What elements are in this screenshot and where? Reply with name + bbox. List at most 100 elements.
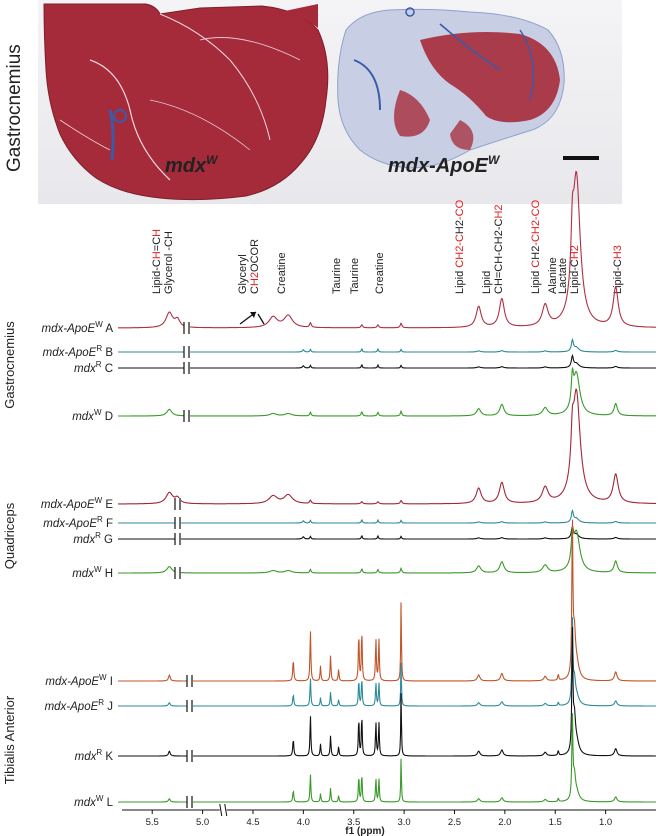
axis-break-gap [187,700,193,712]
spectrum-label: mdxW D [72,408,113,423]
spectrum-line [118,524,656,540]
scale-bar [563,156,599,160]
peak-label: Lipid CH=CH-CH2-CH2 [481,204,505,294]
peak-label-text: Taurine [331,258,343,294]
x-axis: 5.5 5.0 4.5 4.0 3.5 3.0 2.5 2.0 1.5 1.0 f1 (ppm) [122,803,656,836]
spectrum-line [118,367,656,417]
axis-break-gap [187,750,193,762]
peak-label: Lipid-CH3 [612,245,624,294]
spectrum-label: mdxR G [73,531,113,546]
x-tick-label: 3.5 [347,817,360,828]
spectrum-label: mdx-ApoEW E [41,496,113,511]
x-tick-label: 3.0 [398,817,411,828]
spectrum-c: mdxR C [74,353,656,375]
peak-label: Creatine [276,252,288,294]
peak-label-text: Lipid-CH2 [569,245,581,294]
axis-break-gap [187,796,193,808]
x-axis-label: f1 (ppm) [345,826,384,836]
peak-label-text: Alanine [547,257,559,294]
peak-label: Lipid CH2-CH2-CO [530,199,542,294]
peak-label-text: Taurine [349,258,361,294]
glyceryl-arrow [257,313,265,325]
x-axis-break-mark [224,803,228,817]
spectrum-label: mdx-ApoEW A [42,320,114,335]
axis-break-gap [175,498,181,510]
peak-labels: Lipid-CH=CH Glycerol -CH Glyceryl CH2OCOR Cr… [151,199,624,325]
histology-image-mdx [43,3,329,201]
x-tick-label: 4.5 [246,817,259,828]
spectrum-label: mdxR C [74,360,113,375]
spectrum-label: mdx-ApoER J [45,698,113,713]
spectrum-l: mdxW L [74,713,656,809]
spectrum-i: mdx-ApoEW I [45,519,656,688]
spectrum-line [118,519,656,682]
spectrum-h: mdxW H [72,525,657,580]
x-tick-label: 2.0 [498,817,511,828]
muscle-group: Tibialis Anterior mdx-ApoEW I mdx-ApoER J m… [2,519,656,809]
x-tick-label: 4.0 [297,817,310,828]
spectrum-j: mdx-ApoER J [45,617,656,713]
peak-label: Creatine [374,252,386,294]
spectrum-line [118,388,656,505]
spectrum-a: mdx-ApoEW A [42,170,656,335]
muscle-group-label: Gastrocnemius [2,321,17,409]
peak-label: Taurine [349,258,361,294]
spectrum-e: mdx-ApoEW E [41,388,656,511]
peak-label-text: Glyceryl [237,254,249,294]
spectrum-f: mdx-ApoER F [43,508,656,530]
axis-break-gap [184,346,190,358]
muscle-group-label: Tibialis Anterior [2,695,17,784]
peak-label-text: Lipid-CH3 [612,245,624,294]
peak-label: Alanine [547,257,559,294]
spectrum-label: mdx-ApoER B [43,344,114,359]
histology-label-mdx-apoe: mdx-ApoEW [388,153,501,177]
spectrum-line [118,353,656,369]
x-tick-label: 2.5 [448,817,461,828]
peak-label-text: Lipid [481,271,493,294]
spectrum-label: mdxW L [74,794,113,809]
x-axis-break-gap [219,806,227,814]
x-tick-label: 5.5 [146,817,159,828]
histology-panel: mdxW mdx-ApoEW Gastrocnemius [4,0,622,204]
x-tick-label: 1.5 [549,817,562,828]
axis-break-gap [175,517,181,529]
spectrum-line [118,337,656,353]
spectrum-line [118,713,656,803]
arrowhead-icon [250,312,256,318]
peak-label: Lipid-CH2 [569,245,581,294]
peak-label-text: CH=CH-CH2-CH2 [493,204,505,294]
peak-label-text: Lipid-CH=CH [151,229,163,294]
peak-label: Lipid-CH=CH Glycerol -CH [151,229,175,294]
peak-label-text: Lipid CH2-CH2-CO [530,199,542,294]
spectrum-label: mdx-ApoER F [43,515,113,530]
spectrum-line [118,617,656,707]
spectrum-d: mdxW D [72,367,656,423]
spectrum-label: mdx-ApoEW I [45,673,113,688]
spectrum-label: mdxW H [72,565,113,580]
spectrum-g: mdxR G [73,524,656,546]
spectrum-line [118,525,657,574]
x-axis-break-mark [219,803,223,817]
x-tick-label: 5.0 [196,817,209,828]
peak-label: Lipid CH2-CH2-CO [454,199,466,294]
peak-label-text: Creatine [374,252,386,294]
peak-label-text: CH2OCOR [249,239,261,294]
muscle-group: Gastrocnemius mdx-ApoEW A mdx-ApoER BmdxR … [2,170,656,423]
axis-break-gap [187,675,193,687]
histology-muscle-label: Gastrocnemius [4,44,25,172]
peak-label: Taurine [331,258,343,294]
spectrum-k: mdxR K [75,626,656,763]
spectrum-line [118,626,656,757]
peak-label-text: Lipid CH2-CH2-CO [454,199,466,294]
histology-image-mdx-apoe [337,7,565,169]
axis-break-gap [184,362,190,374]
muscle-group-label: Quadriceps [2,502,17,569]
peak-label-text: Creatine [276,252,288,294]
peak-label-text: Lactate [557,258,569,294]
spectrum-line [118,508,656,524]
axis-break-gap [175,567,181,579]
axis-break-gap [184,410,190,422]
